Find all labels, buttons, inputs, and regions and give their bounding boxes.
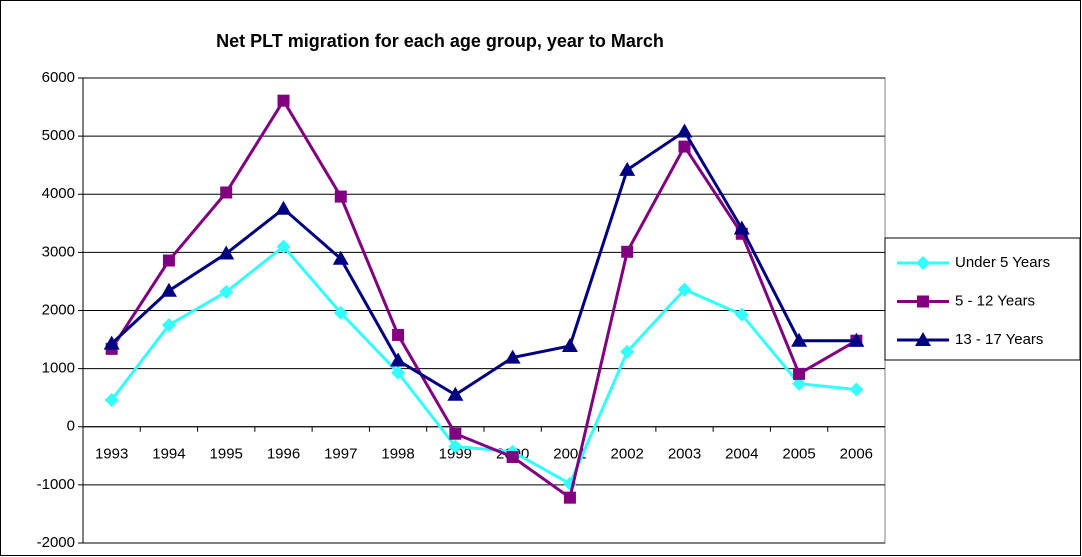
point-marker — [276, 239, 291, 254]
legend-label: 5 - 12 Years — [955, 292, 1035, 309]
series-line — [110, 129, 857, 397]
point-marker — [792, 376, 807, 391]
x-tick-label: 1997 — [324, 446, 357, 463]
x-tick-label: 2002 — [611, 446, 644, 463]
y-tick-label: 2000 — [42, 301, 75, 318]
point-marker — [334, 190, 347, 203]
point-marker — [620, 344, 635, 359]
point-marker — [849, 382, 864, 397]
point-marker — [275, 200, 292, 215]
point-marker — [160, 282, 177, 297]
point-marker — [448, 439, 463, 454]
point-marker — [332, 250, 349, 265]
y-tick-label: 4000 — [42, 185, 75, 202]
point-marker — [504, 349, 521, 364]
x-tick-label: 2005 — [782, 446, 815, 463]
point-marker — [676, 123, 693, 138]
y-tick-label: 5000 — [42, 127, 75, 144]
x-tick-label: 1998 — [381, 446, 414, 463]
y-tick-label: 3000 — [42, 243, 75, 260]
point-marker — [621, 245, 634, 258]
point-marker — [161, 318, 176, 333]
point-marker — [677, 282, 692, 297]
point-marker — [333, 305, 348, 320]
x-tick-label: 1996 — [267, 446, 300, 463]
point-marker — [619, 161, 636, 176]
point-marker — [390, 352, 407, 367]
point-marker — [449, 427, 462, 440]
legend-marker — [916, 256, 930, 270]
x-tick-label: 1999 — [439, 446, 472, 463]
point-marker — [392, 328, 405, 341]
point-marker — [678, 140, 691, 153]
y-tick-label: -2000 — [37, 534, 75, 551]
x-tick-label: 2006 — [840, 446, 873, 463]
point-marker — [277, 94, 290, 107]
x-tick-label: 1993 — [95, 446, 128, 463]
series-line — [110, 244, 857, 486]
point-marker — [563, 491, 576, 504]
point-marker — [791, 332, 808, 347]
x-tick-label: 2003 — [668, 446, 701, 463]
point-marker — [506, 450, 519, 463]
legend-label: 13 - 17 Years — [955, 331, 1043, 348]
y-tick-label: 6000 — [42, 69, 75, 86]
point-marker — [848, 332, 865, 347]
point-marker — [561, 337, 578, 352]
point-marker — [104, 393, 119, 408]
point-marker — [734, 307, 749, 322]
point-marker — [447, 386, 464, 401]
x-tick-label: 1994 — [152, 446, 185, 463]
point-marker — [162, 254, 175, 267]
point-marker — [218, 245, 235, 260]
point-marker — [391, 365, 406, 380]
y-tick-label: 1000 — [42, 360, 75, 377]
point-marker — [793, 367, 806, 380]
point-marker — [103, 335, 120, 350]
series-line — [110, 97, 858, 501]
x-tick-label: 1995 — [210, 446, 243, 463]
y-tick-label: 0 — [67, 418, 75, 435]
point-marker — [733, 220, 750, 235]
point-marker — [219, 284, 234, 299]
y-tick-label: -1000 — [37, 476, 75, 493]
legend-marker — [915, 332, 931, 346]
chart-title: Net PLT migration for each age group, ye… — [216, 31, 664, 51]
legend-label: Under 5 Years — [955, 254, 1050, 271]
x-tick-label: 2004 — [725, 446, 758, 463]
point-marker — [220, 186, 233, 199]
legend-marker — [917, 295, 929, 308]
